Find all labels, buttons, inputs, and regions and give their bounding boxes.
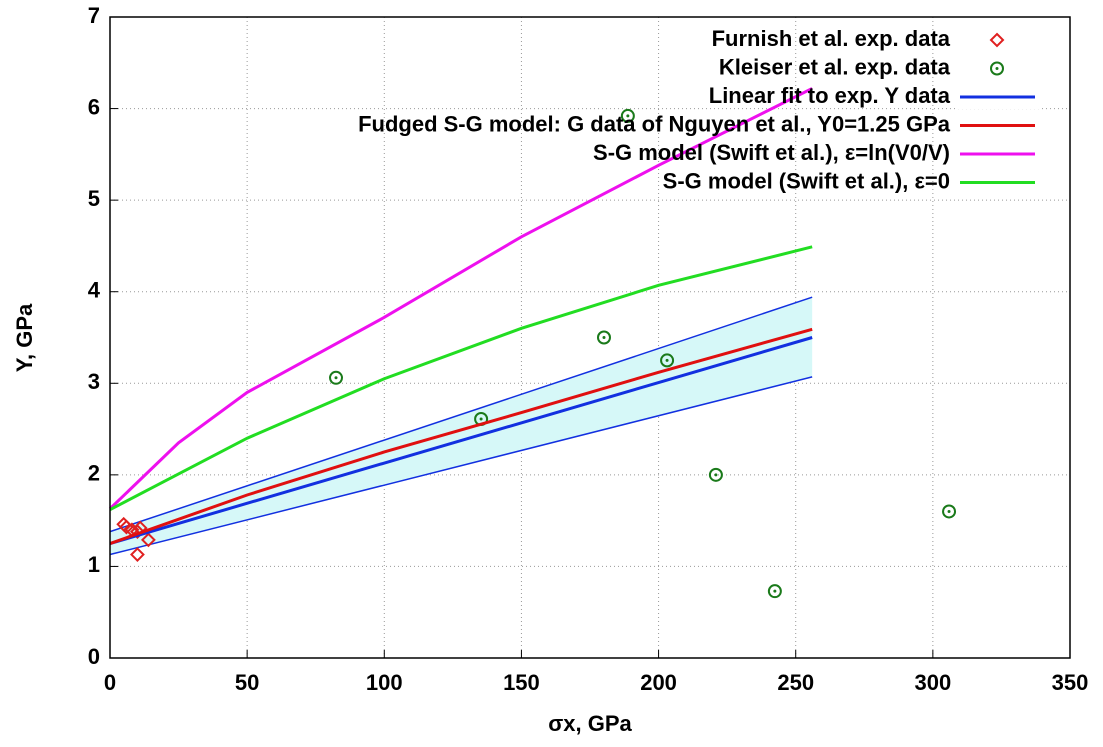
x-axis-label: σx, GPa [548, 711, 632, 736]
data-point-center [626, 114, 630, 118]
data-point-center [334, 376, 338, 380]
x-tick-label: 150 [503, 670, 540, 695]
plot-frame [109, 16, 1071, 659]
y-tick-label: 6 [88, 94, 100, 119]
series-line [109, 327, 813, 545]
series-line [109, 245, 813, 511]
series-line [109, 336, 813, 545]
data-point [708, 467, 723, 482]
data-point [660, 353, 675, 368]
y-tick-label: 2 [88, 461, 100, 486]
legend-marker [989, 32, 1005, 48]
data-point [130, 547, 145, 562]
legend-label: S-G model (Swift et al.), ε=ln(V0/V) [593, 140, 950, 165]
series-line [108, 87, 813, 510]
x-tick-label: 300 [914, 670, 951, 695]
y-tick-label: 7 [88, 3, 100, 28]
data-point [942, 504, 957, 519]
data-point [329, 370, 344, 385]
data-point [767, 584, 782, 599]
data-point-center [714, 473, 718, 477]
legend-label: Furnish et al. exp. data [712, 26, 951, 51]
y-tick-label: 0 [88, 644, 100, 669]
data-point-center [665, 358, 669, 362]
data-point [596, 330, 611, 345]
data-point [140, 532, 156, 548]
x-tick-label: 200 [640, 670, 677, 695]
legend-marker [995, 67, 999, 70]
y-tick-label: 4 [88, 278, 101, 303]
y-tick-label: 3 [88, 369, 100, 394]
legend-label: Linear fit to exp. Y data [709, 83, 951, 108]
y-tick-label: 5 [88, 186, 100, 211]
x-tick-label: 350 [1052, 670, 1089, 695]
y-tick-label: 1 [88, 552, 100, 577]
band-upper [109, 296, 813, 533]
data-point [620, 108, 635, 123]
data-point-center [602, 336, 606, 339]
data-point [130, 524, 145, 540]
legend-background [955, 28, 1040, 52]
confidence-band [110, 297, 813, 555]
legend-label: Fudged S-G model: G data of Nguyen et al… [358, 111, 951, 136]
x-tick-label: 100 [366, 670, 403, 695]
legend-marker [990, 61, 1004, 76]
legend-label: S-G model (Swift et al.), ε=0 [663, 168, 950, 193]
data-point-center [947, 509, 951, 513]
x-tick-label: 50 [235, 670, 259, 695]
y-axis-label: Y, GPa [12, 303, 37, 372]
data-point-center [773, 589, 777, 593]
data-point-center [479, 417, 483, 421]
x-tick-label: 0 [104, 670, 116, 695]
band-lower [109, 376, 813, 556]
x-tick-label: 250 [777, 670, 814, 695]
legend-label: Kleiser et al. exp. data [719, 54, 951, 79]
